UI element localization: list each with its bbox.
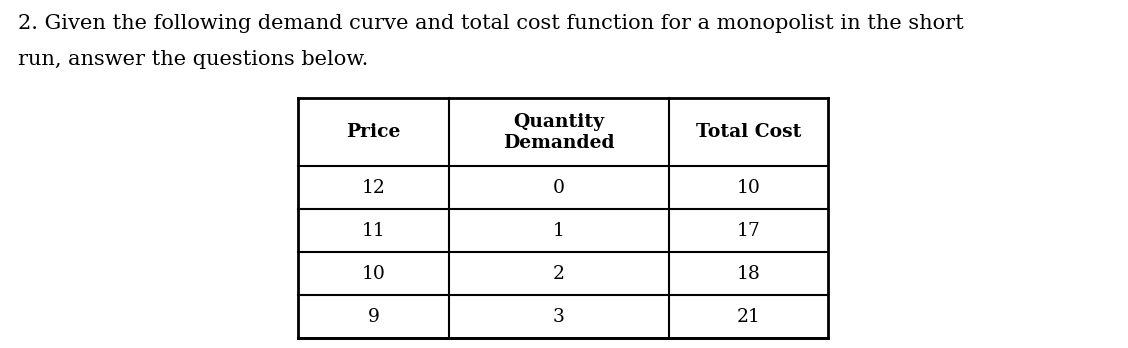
Text: Quantity
Demanded: Quantity Demanded <box>503 113 615 152</box>
Text: 17: 17 <box>737 222 760 240</box>
Text: Price: Price <box>346 123 400 141</box>
Text: 1: 1 <box>553 222 565 240</box>
Text: 10: 10 <box>737 179 760 197</box>
Text: 3: 3 <box>553 308 565 325</box>
Text: 10: 10 <box>362 264 386 283</box>
Text: 18: 18 <box>737 264 760 283</box>
Text: 12: 12 <box>362 179 386 197</box>
Text: 0: 0 <box>553 179 565 197</box>
Text: 2. Given the following demand curve and total cost function for a monopolist in : 2. Given the following demand curve and … <box>18 14 963 33</box>
Text: Total Cost: Total Cost <box>696 123 801 141</box>
Text: 21: 21 <box>737 308 760 325</box>
Text: 2: 2 <box>553 264 565 283</box>
Text: 9: 9 <box>368 308 379 325</box>
Text: 11: 11 <box>362 222 386 240</box>
Text: run, answer the questions below.: run, answer the questions below. <box>18 50 369 69</box>
